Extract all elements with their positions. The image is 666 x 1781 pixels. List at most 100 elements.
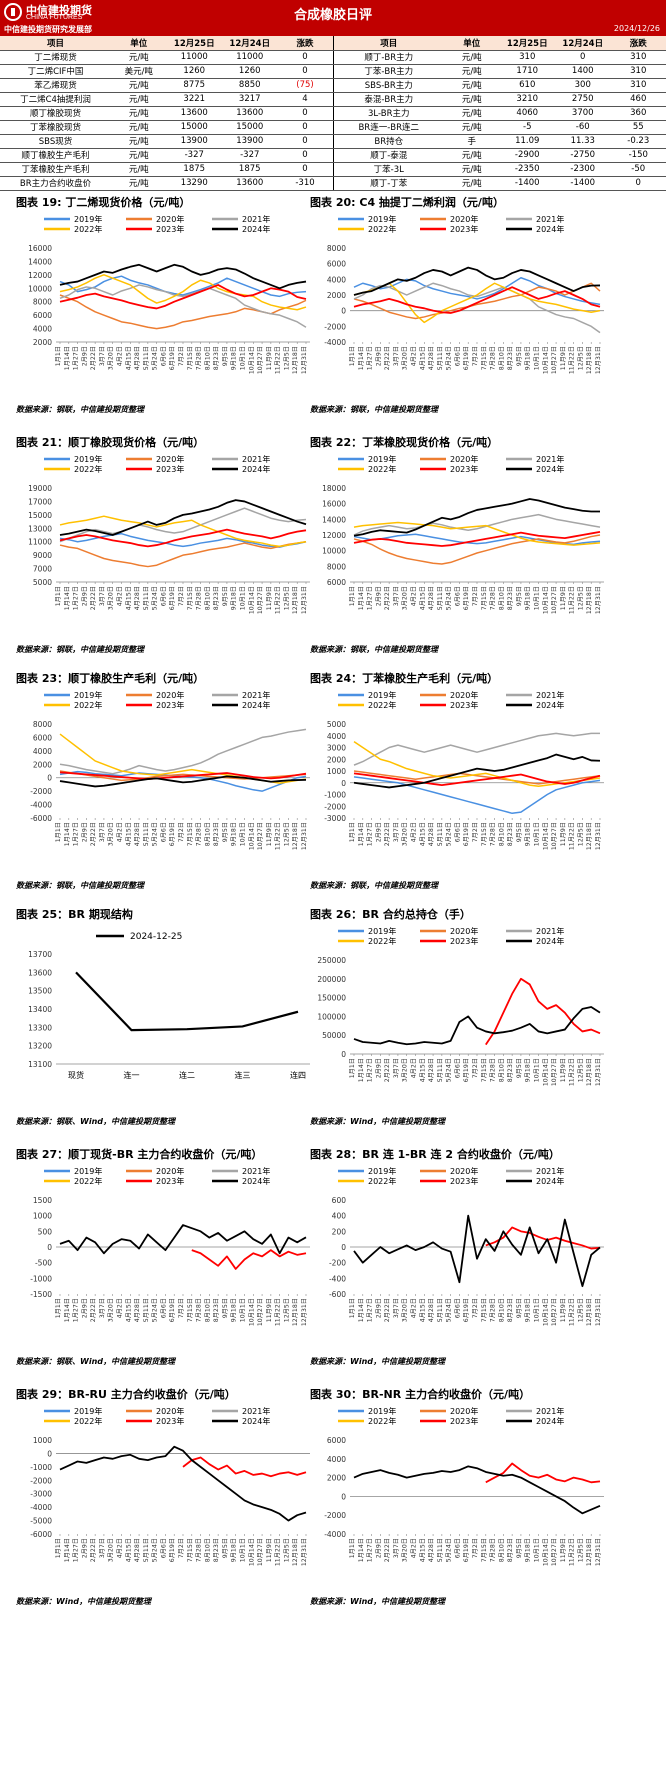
x-tick-label: 7月15日 [481,346,488,370]
legend-label: 2024年 [536,936,564,946]
table-cell: 元/吨 [444,50,500,65]
x-tick-label: 12月18日 [586,1538,593,1566]
table-header-cell: 单位 [444,36,500,51]
x-tick-label: 7月28日 [196,346,203,370]
table-row: BR主力合约收盘价 元/吨 13290 13600 -310 顺丁-丁苯 元/吨 -1400-… [0,176,666,191]
x-tick-label: 10月14日 [248,586,255,614]
legend-label: 2019年 [368,454,396,464]
x-tick-label: 10月1日 [240,1298,247,1322]
logo-en: CHINA FUTURES [26,14,83,21]
x-tick-label: 1月14日 [64,1298,71,1322]
chart-title: 图表 28：BR 连 1-BR 连 2 合约收盘价（元/吨） [310,1148,560,1161]
x-tick-label: 10月1日 [534,1058,541,1082]
legend-label: 2023年 [156,464,184,474]
x-tick-label: 连一 [124,1070,140,1080]
table-cell: 元/吨 [111,106,167,121]
x-tick-label: 4月15日 [419,1058,426,1082]
x-tick-label: 8月10日 [498,1058,505,1082]
x-tick-label: 4月15日 [125,346,132,370]
table-cell: 11000 [222,50,278,65]
x-tick-label: 12月5日 [577,586,584,610]
series-line-2021年 [353,282,601,334]
x-tick-label: 8月23日 [507,822,514,846]
legend-label: 2023年 [156,700,184,710]
y-tick-label: 13200 [28,1042,52,1051]
table-header-cell: 12月25日 [499,36,555,51]
x-tick-label: 7月2日 [472,1058,479,1078]
legend-label: 2024年 [242,1176,270,1186]
x-tick-label: 6月19日 [463,1058,470,1082]
logo-icon [4,3,22,21]
legend-label: 2019年 [368,1166,396,1176]
x-tick-label: 9月18日 [525,1298,532,1322]
x-tick-label: 2月9日 [375,1058,382,1078]
table-cell: 13600 [222,176,278,191]
x-tick-label: 4月15日 [125,822,132,846]
x-tick-label: 1月27日 [367,1538,374,1562]
x-tick-label: 9月18日 [525,1058,532,1082]
chart-source: 数据来源：钢联，中信建投期货整理 [16,405,144,414]
chart-svg: 2024-12-25 13100 13200 13300 13400 13500 13600… [28,932,310,1080]
legend-label: 2022年 [74,1176,102,1186]
x-tick-label: 10月14日 [542,1538,549,1566]
x-tick-label: 4月2日 [117,1538,124,1558]
table-cell: 丁苯橡胶现货 [0,120,111,135]
x-tick-label: 5月24日 [446,586,453,610]
series-line-2023年 [353,772,601,786]
x-tick-label: 12月18日 [586,822,593,850]
x-tick-label: 9月18日 [525,346,532,370]
y-tick-label: 13300 [28,1023,52,1032]
y-tick-label: 2000 [327,291,346,300]
y-tick-label: -500 [35,1259,52,1268]
x-tick-label: 4月15日 [419,1298,426,1322]
table-cell: 元/吨 [444,176,500,191]
legend-label: 2023年 [450,1176,478,1186]
x-tick-label: 1月1日 [55,586,62,606]
x-tick-label: 12月31日 [595,586,602,614]
series-line-2024-12-25 [75,971,299,1032]
series-line-2023年 [485,977,601,1046]
table-header-cell: 项目 [333,36,444,51]
x-tick-label: 6月19日 [169,822,176,846]
x-tick-label: 4月2日 [117,1298,124,1318]
table-cell: 55 [610,120,666,135]
x-tick-label: 3月7日 [99,586,106,606]
series-line-2024年 [353,1214,601,1288]
chart-svg: 2019年 2020年 2021年 2022年 2023年 2024年 5000 7000 90… [28,454,310,614]
x-tick-label: 8月10日 [498,346,505,370]
table-row: SBS现货 元/吨 13900 13900 0 BR持仓手 11.09 11.33 -0.23 [0,134,666,149]
x-tick-label: 5月24日 [152,1538,159,1562]
x-tick-label: 9月5日 [222,586,229,606]
x-tick-label: 4月15日 [125,1538,132,1562]
y-tick-label: 100000 [317,1012,346,1021]
x-tick-label: 3月20日 [108,346,115,370]
x-tick-label: 7月15日 [481,822,488,846]
x-tick-label: 4月2日 [411,1298,418,1318]
x-tick-label: 8月23日 [213,346,220,370]
x-tick-label: 4月15日 [419,822,426,846]
x-tick-label: 10月14日 [248,346,255,374]
table-cell: -1400 [499,176,555,191]
x-tick-label: 11月22日 [275,586,282,614]
series-line-2022年 [59,515,307,548]
table-cell: 300 [555,78,611,93]
x-tick-label: 12月31日 [595,822,602,850]
x-tick-label: 2月22日 [90,822,97,846]
x-tick-label: 8月10日 [204,1298,211,1322]
x-tick-label: 8月10日 [498,1298,505,1322]
x-tick-label: 6月6日 [454,346,461,366]
legend-label: 2024年 [242,464,270,474]
x-tick-label: 7月15日 [187,586,194,610]
y-tick-label: 6000 [327,1436,346,1445]
x-tick-label: 6月6日 [160,822,167,842]
x-tick-label: 8月23日 [213,1298,220,1322]
y-tick-label: 18000 [322,484,346,493]
table-cell: 手 [444,134,500,149]
series-line-2019年 [353,277,601,306]
y-tick-label: 0 [341,1243,346,1252]
legend-label: 2021年 [536,690,564,700]
y-tick-label: 10000 [28,284,52,293]
x-tick-label: 1月27日 [73,822,80,846]
y-tick-label: -3000 [324,814,346,823]
x-tick-label: 11月22日 [275,822,282,850]
